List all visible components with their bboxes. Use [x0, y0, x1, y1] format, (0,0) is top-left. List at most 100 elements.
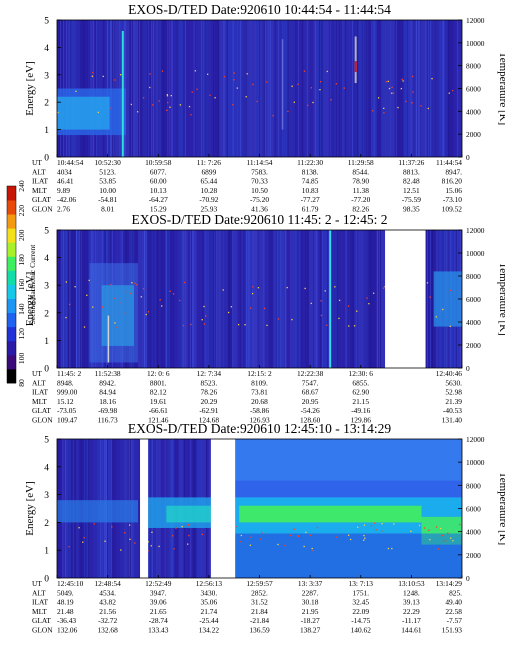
orbit-cell: 124.68: [199, 416, 220, 425]
temperature-point: [447, 532, 449, 534]
temperature-point: [319, 89, 321, 91]
orbit-cell: -73.05: [57, 406, 76, 415]
temperature-point: [338, 299, 341, 302]
orbit-cell: -7.57: [447, 616, 463, 625]
y2-tick-label: 4000: [466, 528, 481, 537]
temperature-point: [393, 523, 395, 525]
temperature-point: [375, 529, 377, 531]
orbit-cell: 8109.: [251, 378, 268, 387]
temperature-point: [249, 544, 252, 546]
orbit-cell: 11:29:58: [348, 158, 374, 167]
temperature-point: [114, 297, 116, 300]
temperature-point: [190, 323, 192, 326]
temperature-point: [83, 326, 86, 328]
orbit-cell: -28.74: [149, 616, 168, 625]
temperature-point: [68, 303, 71, 306]
y-tick-label: 2: [44, 309, 49, 319]
orbit-row-label: GLAT: [32, 616, 51, 625]
temperature-point: [448, 92, 450, 94]
orbit-cell: 15.12: [57, 397, 74, 406]
temperature-point: [423, 527, 426, 529]
orbit-cell: 18.16: [99, 397, 116, 406]
orbit-cell: 126.93: [249, 416, 270, 425]
temperature-point: [188, 105, 191, 108]
temperature-point: [130, 292, 132, 295]
temperature-point: [338, 317, 340, 320]
temperature-point: [440, 527, 442, 530]
temperature-point: [410, 530, 412, 532]
y-tick-label: 4: [44, 254, 49, 264]
y-axis-label: Energy [eV]: [24, 272, 36, 326]
temperature-point: [459, 523, 461, 526]
orbit-cell: 10.50: [251, 186, 268, 195]
orbit-cell: 9.89: [57, 186, 70, 195]
temperature-point: [147, 541, 149, 543]
y-tick-label: 5: [44, 17, 49, 27]
orbit-cell: 5123.: [99, 167, 116, 176]
orbit-cell: 2852.: [251, 588, 268, 597]
y-tick-label: 1: [44, 337, 49, 347]
temperature-point: [124, 312, 126, 314]
temperature-point: [223, 75, 226, 78]
temperature-point: [230, 306, 233, 308]
orbit-cell: 84.94: [99, 388, 116, 397]
orbit-cell: 21.15: [352, 397, 369, 406]
orbit-cell: 82.48: [403, 177, 420, 186]
orbit-cell: -73.10: [443, 195, 462, 204]
y2-tick-label: 6000: [466, 85, 481, 94]
temperature-point: [120, 74, 122, 76]
temperature-point: [114, 322, 116, 324]
orbit-cell: 61.79: [302, 205, 319, 214]
orbit-cell: -54.81: [98, 195, 117, 204]
temperature-point: [191, 91, 193, 93]
temperature-point: [264, 307, 266, 310]
y2-tick-label: 4000: [466, 318, 481, 327]
colorbar-tick-label: 100: [17, 352, 26, 364]
y2-tick-label: 10000: [466, 39, 485, 48]
temperature-point: [92, 306, 94, 308]
temperature-point: [307, 104, 309, 106]
temperature-point: [297, 83, 299, 85]
y2-tick-label: 0: [466, 364, 470, 373]
orbit-cell: -58.86: [250, 406, 269, 415]
temperature-point: [312, 101, 314, 104]
spike-line: [329, 230, 332, 368]
orbit-cell: 32.45: [352, 598, 369, 607]
panel-title: EXOS-D/TED Date:920610 10:44:54 - 11:44:…: [128, 2, 391, 17]
orbit-cell: 151.93: [442, 626, 463, 635]
temperature-point: [227, 311, 230, 314]
orbit-cell: 132.68: [97, 626, 118, 635]
temperature-point: [68, 546, 70, 548]
orbit-cell: 10.13: [150, 186, 167, 195]
orbit-cell: 8523.: [201, 378, 218, 387]
orbit-cell: 62.90: [352, 388, 369, 397]
temperature-point: [347, 534, 350, 536]
temperature-point: [431, 78, 433, 80]
orbit-cell: 12:56:13: [196, 579, 223, 588]
temperature-point: [291, 85, 293, 87]
temperature-point: [167, 101, 169, 104]
orbit-cell: 19.61: [150, 397, 167, 406]
temperature-point: [183, 281, 186, 284]
orbit-cell: 35.06: [201, 598, 218, 607]
y-tick-label: 1: [44, 126, 49, 136]
orbit-cell: -75.20: [250, 195, 269, 204]
panel-title: EXOS-D/TED Date:920610 11:45: 2 - 12:45:…: [132, 212, 388, 227]
y-axis-label: Energy [eV]: [24, 481, 36, 535]
orbit-cell: 132.06: [57, 626, 78, 635]
temperature-point: [402, 80, 404, 82]
temperature-point: [266, 81, 268, 83]
temperature-points: [65, 279, 452, 328]
orbit-cell: 121.46: [148, 416, 169, 425]
temperature-point: [203, 305, 205, 308]
y2-tick-label: 2000: [466, 341, 481, 350]
temperature-point: [102, 75, 104, 78]
temperature-point: [324, 290, 326, 292]
temperature-point: [203, 323, 206, 325]
temperature-point: [388, 87, 391, 90]
orbit-cell: 3947.: [150, 588, 167, 597]
temperature-point: [246, 73, 248, 75]
orbit-cell: 21.74: [201, 607, 218, 616]
temperature-point: [120, 549, 122, 551]
